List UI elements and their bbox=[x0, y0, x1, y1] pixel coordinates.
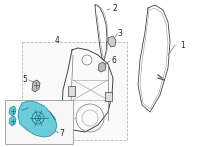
Polygon shape bbox=[98, 62, 106, 72]
Polygon shape bbox=[9, 106, 16, 116]
Text: 3: 3 bbox=[118, 29, 122, 37]
Bar bbox=[105, 92, 112, 101]
Text: 4: 4 bbox=[55, 35, 59, 45]
Bar bbox=[22, 42, 127, 140]
Text: 1: 1 bbox=[181, 41, 185, 50]
Text: 6: 6 bbox=[112, 56, 116, 65]
Bar bbox=[68, 86, 75, 96]
Bar bbox=[5, 100, 73, 144]
Text: 5: 5 bbox=[23, 75, 27, 83]
Polygon shape bbox=[108, 36, 116, 47]
Polygon shape bbox=[32, 80, 40, 92]
Text: 7: 7 bbox=[60, 130, 64, 138]
Text: 2: 2 bbox=[113, 4, 117, 12]
Polygon shape bbox=[18, 101, 57, 137]
Polygon shape bbox=[9, 116, 16, 126]
